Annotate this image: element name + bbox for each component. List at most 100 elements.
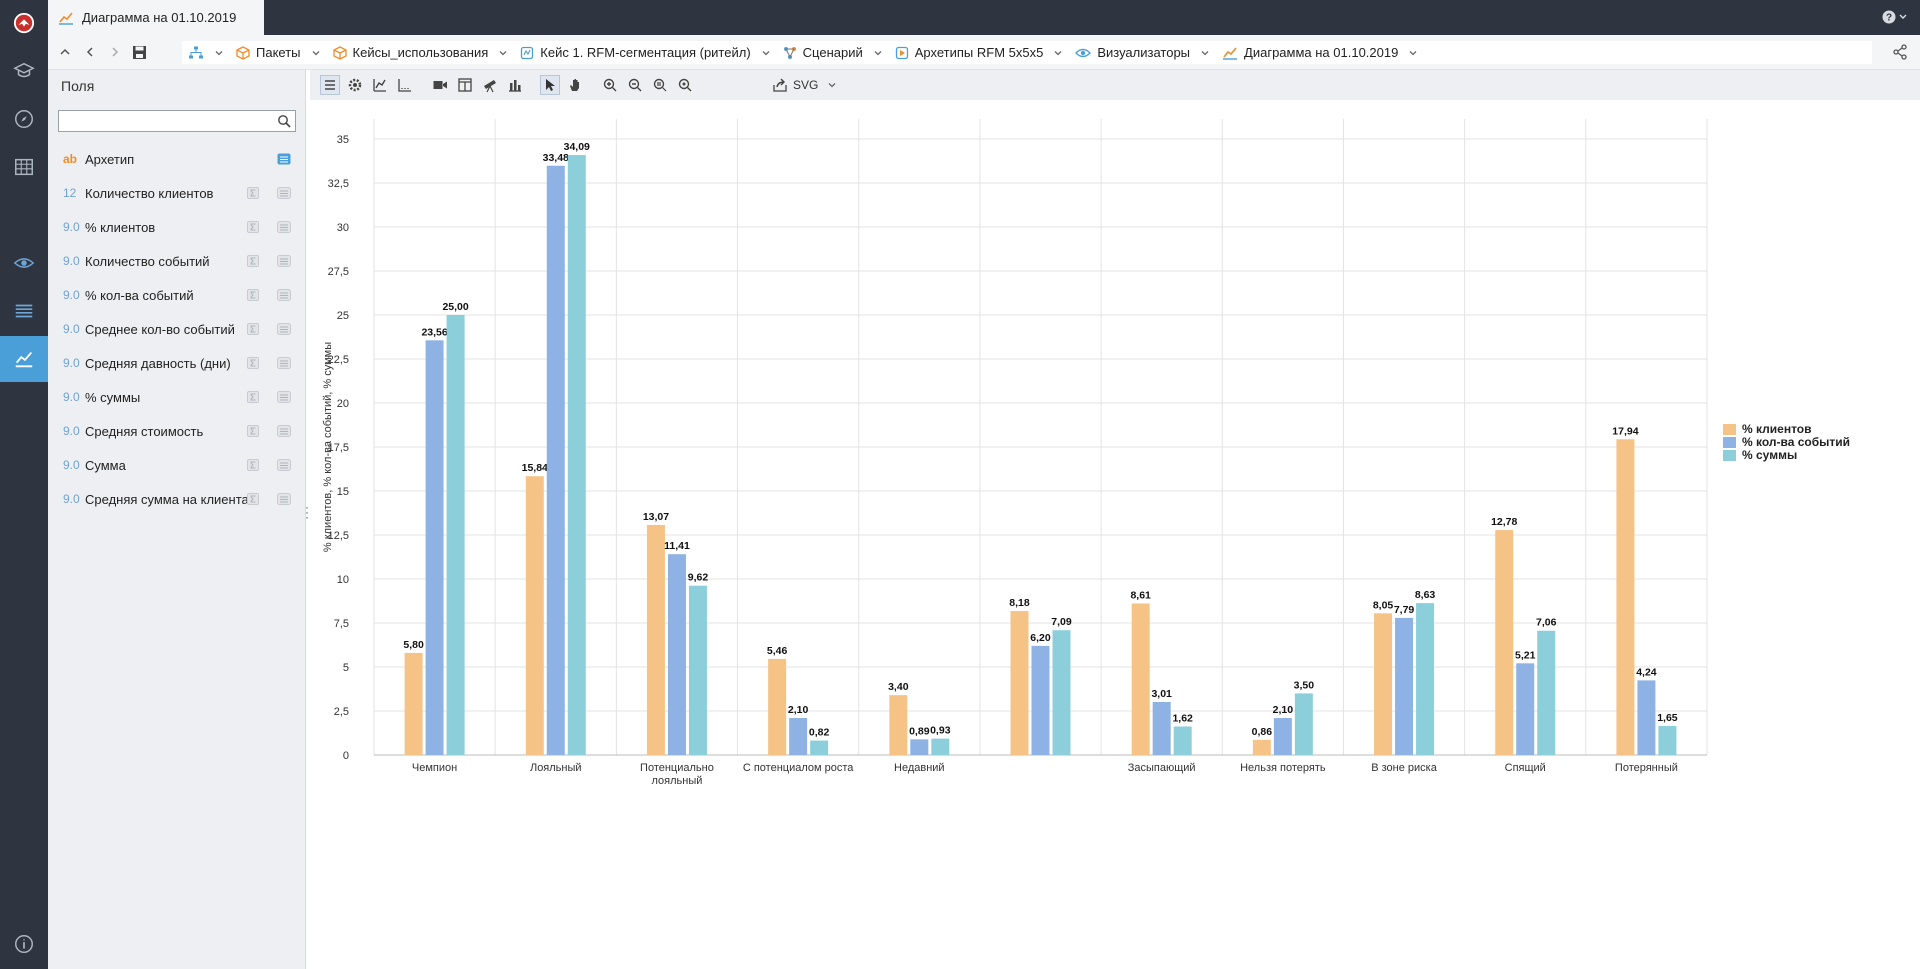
field-item[interactable]: 9.0 Сумма <box>48 448 306 482</box>
measure-icon[interactable] <box>277 493 291 505</box>
aggregate-icon[interactable] <box>247 391 259 403</box>
pan-tool-button[interactable] <box>565 75 585 95</box>
legend-item[interactable]: % суммы <box>1723 448 1797 462</box>
chevron-down-icon[interactable] <box>873 48 883 58</box>
breadcrumb-case[interactable]: Кейс 1. RFM-сегментация (ритейл) <box>514 45 776 60</box>
measure-icon[interactable] <box>277 289 291 301</box>
rail-item-navigator[interactable] <box>0 96 48 142</box>
list-icon <box>325 80 335 90</box>
save-button[interactable] <box>130 43 148 61</box>
data-label: 2,10 <box>1273 704 1294 716</box>
chevron-down-icon[interactable] <box>1200 48 1210 58</box>
aggregate-icon[interactable] <box>247 357 259 369</box>
field-item[interactable]: 9.0 % суммы <box>48 380 306 414</box>
measure-icon[interactable] <box>277 357 291 369</box>
rail-item-grid[interactable] <box>0 288 48 334</box>
field-item[interactable]: 9.0 % кол-ва событий <box>48 278 306 312</box>
measure-icon[interactable] <box>277 391 291 403</box>
field-item[interactable]: 9.0 % клиентов <box>48 210 306 244</box>
breadcrumb-archetypes[interactable]: Архетипы RFM 5x5x5 <box>889 45 1070 60</box>
settings-button[interactable] <box>345 75 365 95</box>
breadcrumb-use-cases[interactable]: Кейсы_использования <box>327 45 515 60</box>
bar-1 <box>404 652 423 755</box>
rail-item-tables[interactable] <box>0 144 48 190</box>
zoom-reset-button[interactable] <box>675 75 695 95</box>
field-item[interactable]: 9.0 Средняя стоимость <box>48 414 306 448</box>
legend-item[interactable]: % клиентов <box>1723 422 1812 436</box>
help-button[interactable]: ? <box>1882 8 1912 26</box>
record-button[interactable] <box>430 75 450 95</box>
aggregate-icon[interactable] <box>247 459 259 471</box>
zoom-in-button[interactable] <box>600 75 620 95</box>
field-item[interactable]: 9.0 Средняя давность (дни) <box>48 346 306 380</box>
toggle-fields-button[interactable] <box>320 75 340 95</box>
chart-type-button[interactable] <box>370 75 390 95</box>
measure-icon[interactable] <box>277 255 291 267</box>
aggregate-icon[interactable] <box>247 221 259 233</box>
field-item[interactable]: 12 Количество клиентов <box>48 176 306 210</box>
chevron-down-icon[interactable] <box>498 48 508 58</box>
breadcrumb-visualizers[interactable]: Визуализаторы <box>1069 45 1216 60</box>
export-format-dropdown[interactable] <box>826 75 838 95</box>
chevron-down-icon[interactable] <box>311 48 321 58</box>
breadcrumb-packages[interactable]: Пакеты <box>230 45 327 60</box>
x-tick-label: Засыпающий <box>1128 762 1196 774</box>
aggregate-icon[interactable] <box>247 187 259 199</box>
layout-button[interactable] <box>455 75 475 95</box>
breadcrumb-root[interactable] <box>182 46 230 60</box>
y-tick-label: 30 <box>337 222 349 234</box>
bar-1 <box>1131 603 1150 755</box>
search-input[interactable] <box>58 110 296 132</box>
bar-3 <box>1294 693 1313 755</box>
chevron-down-icon[interactable] <box>214 48 224 58</box>
aggregate-icon[interactable] <box>247 493 259 505</box>
bar-chart[interactable]: 0 2,5 5 7,5 10 12,5 15 17,5 20 22,5 25 27,5 30 32,5 35… <box>310 100 1920 969</box>
export-button[interactable] <box>770 75 790 95</box>
field-item[interactable]: 9.0 Количество событий <box>48 244 306 278</box>
aggregate-icon[interactable] <box>247 289 259 301</box>
measure-icon[interactable] <box>277 425 291 437</box>
app-logo[interactable] <box>0 0 48 46</box>
export-format-label[interactable]: SVG <box>793 78 819 92</box>
data-label: 33,48 <box>543 152 569 164</box>
measure-icon[interactable] <box>277 221 291 233</box>
rail-item-charts[interactable] <box>0 336 48 382</box>
breadcrumb-chart[interactable]: Диаграмма на 01.10.2019 <box>1216 45 1424 60</box>
data-label: 13,07 <box>643 511 669 523</box>
nav-forward-button[interactable] <box>106 43 124 61</box>
share-icon[interactable] <box>1892 44 1908 60</box>
measure-icon[interactable] <box>277 459 291 471</box>
field-item[interactable]: 9.0 Средняя сумма на клиента <box>48 482 306 516</box>
dimension-icon[interactable] <box>277 153 291 165</box>
nav-back-button[interactable] <box>81 43 99 61</box>
field-type-badge: 9.0 <box>63 322 80 336</box>
eye-icon <box>13 258 35 268</box>
select-tool-button[interactable] <box>540 75 560 95</box>
field-item[interactable]: 9.0 Среднее кол-во событий <box>48 312 306 346</box>
bar-chart-button[interactable] <box>505 75 525 95</box>
rail-item-visualizers[interactable] <box>0 240 48 286</box>
legend-item[interactable]: % кол-ва событий <box>1723 435 1850 449</box>
search-icon[interactable] <box>277 114 291 128</box>
breadcrumb-scenario[interactable]: Сценарий <box>777 45 889 60</box>
aggregate-icon[interactable] <box>247 323 259 335</box>
panel-splitter[interactable]: · · · <box>305 500 309 524</box>
chevron-down-icon[interactable] <box>1053 48 1063 58</box>
zoom-fit-button[interactable] <box>650 75 670 95</box>
aggregate-icon[interactable] <box>247 425 259 437</box>
zoom-out-button[interactable] <box>625 75 645 95</box>
document-tab[interactable]: Диаграмма на 01.10.2019 <box>48 0 264 35</box>
telescope-button[interactable] <box>480 75 500 95</box>
field-item[interactable]: ab Архетип <box>48 142 306 176</box>
chevron-down-icon[interactable] <box>761 48 771 58</box>
nav-up-button[interactable] <box>56 43 74 61</box>
measure-icon[interactable] <box>277 187 291 199</box>
measure-icon[interactable] <box>277 323 291 335</box>
chevron-down-icon[interactable] <box>1408 48 1418 58</box>
rail-item-info[interactable] <box>0 921 48 967</box>
rail-item-learning[interactable] <box>0 48 48 94</box>
field-name: Количество клиентов <box>85 185 214 201</box>
axis-settings-button[interactable] <box>395 75 415 95</box>
aggregate-icon[interactable] <box>247 255 259 267</box>
field-name: Средняя стоимость <box>85 423 204 439</box>
